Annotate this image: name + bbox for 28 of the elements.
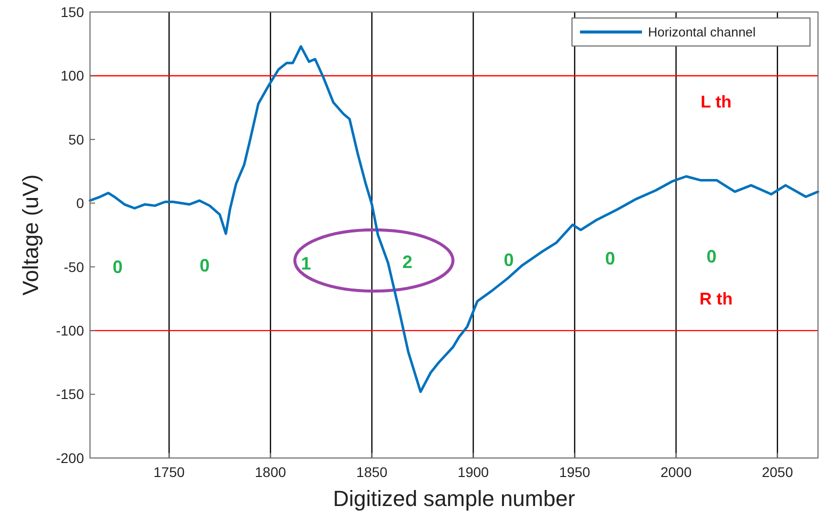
x-tick-label: 1950 — [559, 464, 590, 480]
annotation: 0 — [706, 246, 717, 266]
x-tick-label: 2050 — [762, 464, 794, 480]
y-tick-label: -100 — [56, 322, 84, 338]
y-tick-label: -150 — [56, 386, 84, 402]
x-tick-label: 1850 — [356, 464, 388, 480]
annotation: 2 — [402, 252, 412, 272]
annotation: 0 — [200, 255, 210, 276]
annotation: 0 — [605, 248, 616, 268]
x-tick-label: 1900 — [458, 464, 490, 480]
y-tick-label: 100 — [60, 68, 84, 84]
annotation: 0 — [504, 250, 514, 270]
y-tick-label: 150 — [60, 4, 84, 20]
ref-line-label: L th — [700, 92, 732, 112]
x-axis-title: Digitized sample number — [332, 486, 576, 511]
line-series — [88, 45, 820, 393]
x-tick-label: 1750 — [154, 464, 185, 480]
annotation: 1 — [300, 254, 311, 274]
y-axis-title: Voltage (uV) — [18, 174, 43, 296]
y-tick-label: 0 — [76, 195, 84, 212]
y-tick-label: -200 — [56, 450, 84, 466]
x-tick-label: 1800 — [254, 464, 286, 480]
annotation: 0 — [112, 257, 123, 278]
y-tick-label: 50 — [68, 131, 84, 148]
ref-line-label: R th — [700, 290, 733, 309]
y-tick-label: -50 — [64, 258, 84, 275]
legend-label: Horizontal channel — [648, 24, 756, 40]
x-tick-label: 2000 — [660, 464, 692, 480]
